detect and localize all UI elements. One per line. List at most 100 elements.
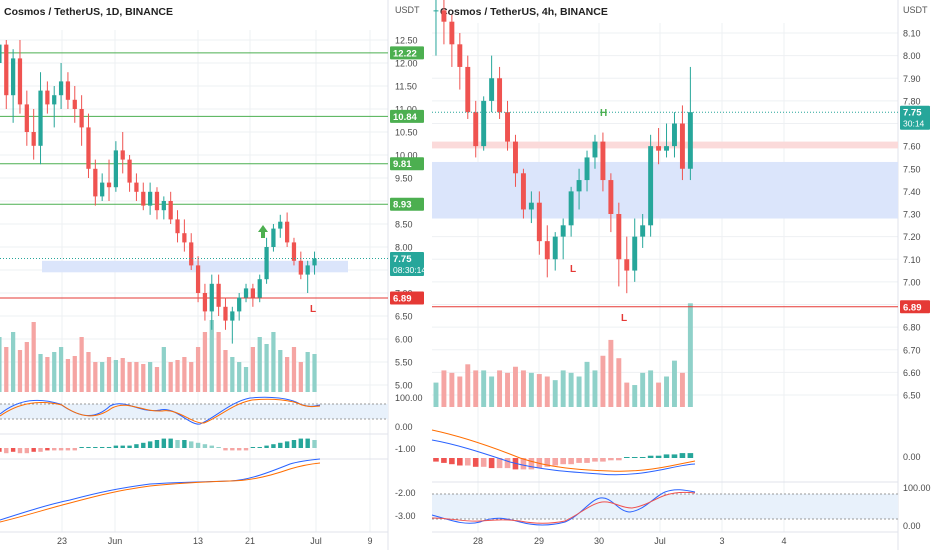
price-tick-label: 11.00 <box>395 105 417 115</box>
macd-histogram-bar <box>127 445 132 448</box>
candle-body <box>154 191 160 211</box>
last-price-tag-bg <box>900 105 930 130</box>
price-tick-label: 6.50 <box>395 312 413 322</box>
macd-histogram-bar <box>65 448 71 451</box>
volume-bar <box>175 360 180 392</box>
x-tick-label: 9 <box>367 536 372 546</box>
macd-histogram-bar <box>298 438 304 448</box>
level-tag-bg <box>390 109 424 123</box>
candle-body <box>223 306 228 321</box>
volume-bar <box>513 366 518 407</box>
candle-body <box>489 78 495 101</box>
volume-bar <box>79 337 84 392</box>
candle-body <box>513 141 518 174</box>
macd-histogram-bar <box>441 458 447 463</box>
stoch-band <box>432 494 898 519</box>
macd-histogram-bar <box>250 447 256 448</box>
macd-histogram-bar <box>134 444 139 448</box>
candle-body <box>168 201 173 220</box>
volume-bar <box>656 382 662 407</box>
volume-bar <box>189 362 194 392</box>
candle-body <box>202 293 208 312</box>
price-tick-label: 7.50 <box>903 164 921 174</box>
last-price-tag-countdown: 30:14 <box>903 119 925 129</box>
volume-bar <box>291 347 297 392</box>
macd-histogram-bar <box>236 448 242 451</box>
macd-histogram-bar <box>663 454 670 458</box>
candle-body <box>257 279 262 298</box>
macd-histogram-bar <box>243 448 249 451</box>
volume-bar <box>45 357 50 392</box>
macd-histogram-bar <box>161 438 167 448</box>
macd-tick-label: -3.00 <box>395 511 416 521</box>
volume-bar <box>58 347 64 392</box>
macd-histogram-bar <box>639 457 646 458</box>
candle-body <box>560 225 566 237</box>
x-tick-label: 21 <box>245 536 255 546</box>
volume-bar <box>161 347 166 392</box>
candle-body <box>552 236 558 260</box>
volume-bar <box>560 370 566 407</box>
macd-histogram-bar <box>120 445 125 448</box>
candle-body <box>664 146 669 151</box>
macd-histogram-bar <box>631 457 638 458</box>
candle-body <box>505 112 510 142</box>
level-tag-text: 6.89 <box>393 294 412 305</box>
macd-histogram-bar <box>99 447 105 448</box>
price-tick-label: 6.50 <box>903 391 921 401</box>
candle-body <box>497 78 503 113</box>
x-tick-label: 29 <box>534 536 544 546</box>
price-tick-label: 9.50 <box>395 174 413 184</box>
last-price-tag-text: 7.75 <box>903 108 922 119</box>
volume-bar <box>473 370 479 407</box>
macd-histogram-bar <box>472 458 479 467</box>
macd-histogram-bar <box>600 458 606 462</box>
macd-histogram-bar <box>576 458 582 463</box>
candle-body <box>264 247 269 280</box>
volume-bar <box>465 364 471 407</box>
volume-bar <box>113 360 118 392</box>
candle-body <box>520 173 526 210</box>
macd-histogram-bar <box>284 441 290 448</box>
price-tick-label: 8.50 <box>395 220 413 230</box>
candle-body <box>608 180 614 214</box>
volume-bar <box>237 362 242 392</box>
x-tick-label: Jul <box>310 536 322 546</box>
candle-body <box>175 219 180 234</box>
candle-body <box>24 104 29 132</box>
level-tag-bg <box>390 46 424 60</box>
candle-body <box>291 242 297 261</box>
volume-bar <box>216 332 221 392</box>
x-tick-label: 3 <box>719 536 724 546</box>
candle-body <box>616 214 622 260</box>
macd-histogram-bar <box>141 442 146 448</box>
volume-bar <box>449 372 455 407</box>
level-tag-text: 10.84 <box>393 112 417 123</box>
candle-body <box>195 265 201 293</box>
candle-body <box>278 221 283 229</box>
macd-histogram-bar <box>4 448 9 454</box>
candle-body <box>106 182 112 188</box>
candle-body <box>624 259 630 271</box>
candle-body <box>600 141 606 181</box>
volume-bar <box>38 354 43 392</box>
macd-line <box>431 439 696 476</box>
macd-tick-label: -2.00 <box>395 488 416 498</box>
stoch-tick-label: 100.00 <box>903 483 931 493</box>
macd-histogram-bar <box>202 444 208 448</box>
candle-body <box>568 191 574 226</box>
red-zone <box>432 141 898 149</box>
macd-tick-label: 0.00 <box>903 452 921 462</box>
x-tick-label: 30 <box>594 536 604 546</box>
volume-bar <box>168 362 173 392</box>
macd-signal-line <box>431 429 696 472</box>
price-tick-label: 8.00 <box>395 243 413 253</box>
volume-bar <box>31 322 36 392</box>
volume-bar <box>141 364 146 392</box>
volume-bar <box>576 376 582 407</box>
volume-bar <box>127 362 132 392</box>
volume-bar <box>544 376 550 407</box>
macd-histogram-bar <box>106 447 112 448</box>
macd-histogram-bar <box>72 448 77 451</box>
